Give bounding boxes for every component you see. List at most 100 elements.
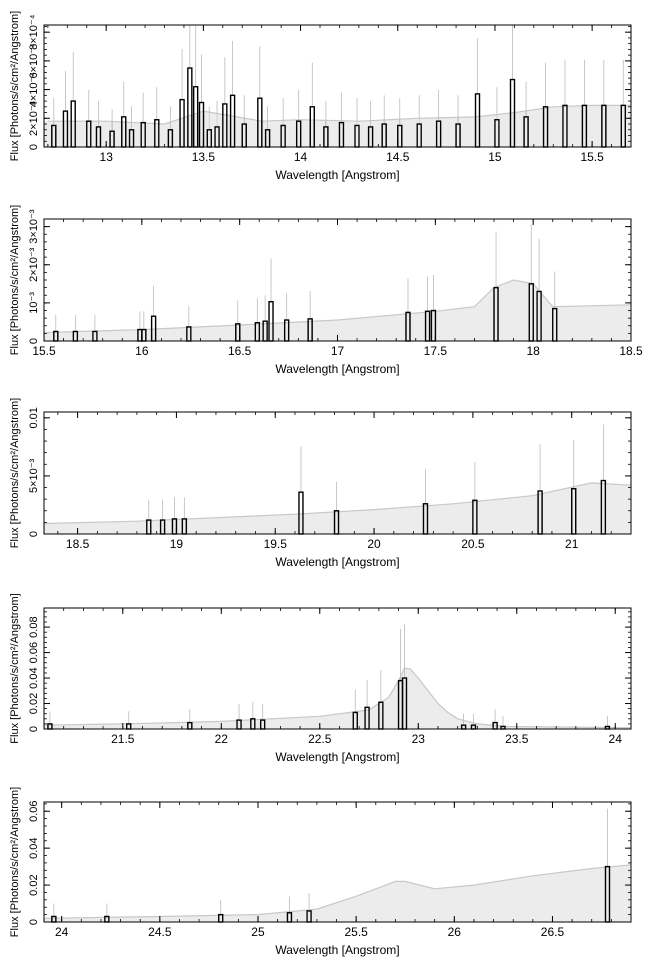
y-tick-label: 5×10⁻³: [28, 458, 40, 493]
data-point: [460, 724, 467, 730]
data-point: [241, 123, 247, 148]
data-series: [47, 624, 611, 730]
x-tick-label: 16.5: [228, 344, 252, 358]
x-tick-label: 24: [609, 732, 623, 746]
y-tick-label: 0: [28, 531, 40, 537]
y-tick-label: 2×10⁻⁴: [28, 100, 40, 136]
data-point: [257, 97, 263, 148]
y-tick-label: 10⁻³: [28, 292, 40, 314]
y-tick-label: 6×10⁻⁴: [28, 43, 40, 79]
y-axis-label: Flux [Photons/s/cm²/Angstrom]: [9, 593, 21, 743]
data-point: [141, 328, 147, 342]
data-point: [323, 126, 329, 148]
y-tick-label: 0.06: [28, 800, 40, 821]
chart-panel-5: 24 24.5 25 25.5 26 26.5 0 0.02 0.04 0.06 Wavelengt…: [9, 787, 632, 957]
model-fill: [44, 668, 630, 729]
data-point: [128, 129, 135, 148]
data-point: [181, 518, 188, 535]
data-point: [51, 124, 57, 148]
model-fill: [44, 105, 630, 147]
data-point: [121, 116, 127, 148]
data-point: [381, 123, 387, 148]
x-tick-label: 20: [367, 537, 381, 551]
data-point: [455, 123, 461, 148]
data-point: [307, 318, 313, 342]
model-curve: [43, 864, 632, 919]
x-tick-label: 18.5: [66, 537, 90, 551]
data-point: [192, 86, 199, 148]
data-point: [171, 518, 178, 535]
model-series: [43, 864, 632, 922]
data-point: [187, 721, 193, 730]
y-axis-label: Flux [Photons/s/cm²/Angstrom]: [9, 205, 21, 355]
x-tick-label: 15.5: [580, 150, 604, 164]
x-tick-label: 25: [251, 925, 265, 939]
data-point: [493, 286, 499, 342]
model-series: [43, 279, 632, 341]
x-tick-label: 14: [294, 150, 308, 164]
x-tick-label: 26: [448, 925, 462, 939]
x-tick-label: 22: [215, 732, 229, 746]
y-tick-label: 0.02: [28, 874, 40, 895]
x-tick-label: 17.5: [424, 344, 448, 358]
data-point: [474, 93, 481, 148]
x-tick-label: 15.5: [32, 344, 56, 358]
chart-panel-4: 21.5 22 22.5 23 23.5 24 0 0.02 0.04 0.06 0.08 Wavel…: [9, 593, 632, 764]
x-tick-label: 14.5: [386, 150, 410, 164]
y-tick-label: 0.02: [28, 693, 40, 714]
x-tick-label: 18.5: [619, 344, 643, 358]
y-axis-label: Flux [Photons/s/cm²/Angstrom]: [9, 787, 21, 937]
x-tick-label: 19.5: [264, 537, 288, 551]
data-point: [179, 98, 185, 148]
x-tick-label: 22.5: [308, 732, 332, 746]
data-point: [51, 915, 57, 923]
model-fill: [44, 865, 630, 922]
data-point: [542, 106, 549, 148]
x-axis-label: Wavelength [Angstrom]: [275, 362, 399, 376]
chart-panel-2: 15.5 16 16.5 17 17.5 18 18.5 0 10⁻³ 2×10⁻³ 3×10⁻³ W…: [9, 205, 643, 376]
y-tick-label: 2×10⁻³: [28, 247, 40, 282]
data-point: [109, 130, 115, 148]
y-axis-label: Flux [Photons/s/cm²/Angstrom]: [9, 11, 21, 161]
data-point: [581, 104, 588, 148]
y-tick-label: 0.01: [28, 407, 40, 428]
data-point: [264, 129, 271, 148]
x-tick-label: 20.5: [461, 537, 485, 551]
y-tick-label: 0.06: [28, 642, 40, 663]
x-tick-label: 19: [170, 537, 184, 551]
x-tick-label: 23.5: [505, 732, 529, 746]
data-point: [523, 116, 529, 148]
x-tick-label: 18: [526, 344, 540, 358]
x-axis-label: Wavelength [Angstrom]: [275, 943, 399, 957]
y-tick-label: 4×10⁻⁴: [28, 72, 40, 108]
plot-frame: [43, 607, 632, 730]
y-tick-label: 0: [28, 726, 40, 732]
plot-frame: [43, 24, 632, 148]
x-tick-label: 13: [100, 150, 114, 164]
x-tick-label: 16: [135, 344, 149, 358]
y-tick-label: 0: [28, 919, 40, 925]
model-curve: [43, 667, 632, 729]
plot-frame: [43, 411, 632, 535]
data-point: [53, 330, 59, 342]
x-tick-label: 13.5: [192, 150, 216, 164]
data-point: [235, 323, 241, 342]
model-series: [43, 482, 632, 534]
model-fill: [44, 483, 630, 534]
data-point: [167, 129, 174, 148]
x-axis-label: Wavelength [Angstrom]: [275, 555, 399, 569]
data-point: [571, 487, 577, 535]
model-curve: [47, 104, 631, 125]
data-point: [187, 67, 193, 148]
y-tick-label: 8×10⁻⁴: [28, 14, 40, 50]
x-axis-label: Wavelength [Angstrom]: [275, 168, 399, 182]
y-tick-label: 0.04: [28, 667, 40, 688]
y-tick-label: 0: [28, 338, 40, 344]
y-tick-label: 0.04: [28, 837, 40, 858]
data-point: [537, 490, 543, 535]
data-point: [95, 126, 102, 148]
x-tick-label: 25.5: [344, 925, 368, 939]
y-tick-label: 3×10⁻³: [28, 209, 40, 244]
data-point: [601, 104, 607, 148]
